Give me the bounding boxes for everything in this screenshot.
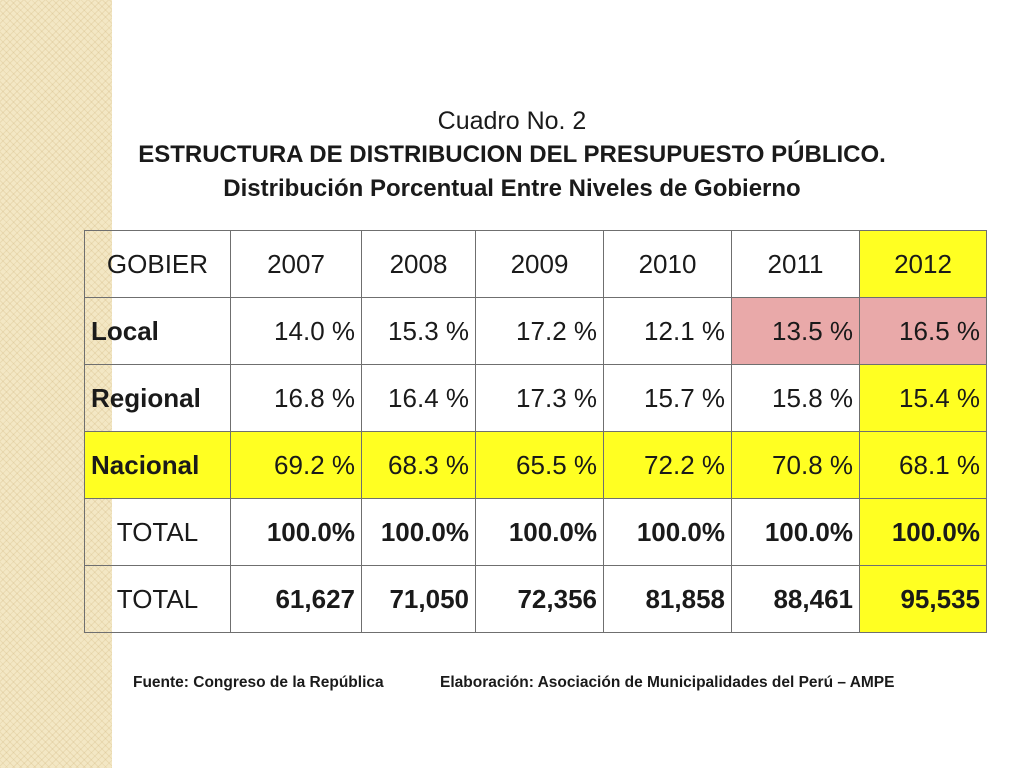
table-cell: 100.0% [230,498,362,566]
table-cell: 16.4 % [361,364,476,432]
table-cell: 100.0% [475,498,604,566]
table-cell: 17.2 % [475,297,604,365]
table-cell: 15.3 % [361,297,476,365]
header-2010: 2010 [603,230,732,298]
table-cell: 15.7 % [603,364,732,432]
header-2011: 2011 [731,230,860,298]
table-cell: 61,627 [230,565,362,633]
table-row-total-percent: TOTAL 100.0% 100.0% 100.0% 100.0% 100.0%… [84,498,987,566]
row-label: Nacional [84,431,231,499]
table-cell: 69.2 % [230,431,362,499]
table-cell: 70.8 % [731,431,860,499]
table-cell: 81,858 [603,565,732,633]
table-cell: 15.4 % [859,364,987,432]
table-cell: 17.3 % [475,364,604,432]
table-cell: 16.5 % [859,297,987,365]
table-cell: 14.0 % [230,297,362,365]
header-gobierno: GOBIER [84,230,231,298]
table-cell: 71,050 [361,565,476,633]
row-label: TOTAL [84,498,231,566]
table-title: ESTRUCTURA DE DISTRIBUCION DEL PRESUPUES… [138,141,886,168]
table-cell: 88,461 [731,565,860,633]
table-cell: 100.0% [859,498,987,566]
table-cell: 100.0% [603,498,732,566]
table-cell: 72,356 [475,565,604,633]
table-cell: 12.1 % [603,297,732,365]
table-row-regional: Regional 16.8 % 16.4 % 17.3 % 15.7 % 15.… [84,364,987,432]
table-cell: 100.0% [731,498,860,566]
row-label: Local [84,297,231,365]
table-cell: 100.0% [361,498,476,566]
table-subtitle: Distribución Porcentual Entre Niveles de… [223,175,801,202]
row-label: Regional [84,364,231,432]
table-cell: 68.3 % [361,431,476,499]
row-label: TOTAL [84,565,231,633]
table-row-local: Local 14.0 % 15.3 % 17.2 % 12.1 % 13.5 %… [84,297,987,365]
table-cell: 15.8 % [731,364,860,432]
credit-note: Elaboración: Asociación de Municipalidad… [440,674,895,691]
header-2007: 2007 [230,230,362,298]
budget-distribution-table: GOBIER 2007 2008 2009 2010 2011 2012 Loc… [84,230,987,633]
header-row: GOBIER 2007 2008 2009 2010 2011 2012 [84,230,987,298]
table-row-nacional: Nacional 69.2 % 68.3 % 65.5 % 72.2 % 70.… [84,431,987,499]
title-block: Cuadro No. 2 ESTRUCTURA DE DISTRIBUCION … [60,104,964,206]
table-cell: 65.5 % [475,431,604,499]
table-cell: 95,535 [859,565,987,633]
table-row-total-amount: TOTAL 61,627 71,050 72,356 81,858 88,461… [84,565,987,633]
header-2008: 2008 [361,230,476,298]
header-2009: 2009 [475,230,604,298]
header-2012: 2012 [859,230,987,298]
table-cell: 72.2 % [603,431,732,499]
table-cell: 68.1 % [859,431,987,499]
table-cell: 16.8 % [230,364,362,432]
table-cell: 13.5 % [731,297,860,365]
table-number: Cuadro No. 2 [437,107,587,135]
source-note: Fuente: Congreso de la República [133,674,384,691]
